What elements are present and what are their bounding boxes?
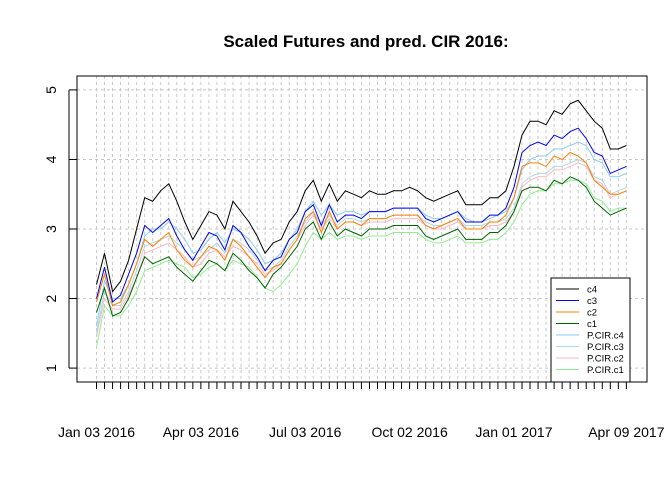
legend-label: c4 [587, 284, 597, 295]
y-tick-label: 2 [43, 294, 59, 302]
legend-label: c2 [587, 307, 597, 318]
y-tick-label: 1 [43, 364, 59, 372]
y-tick-label: 4 [43, 155, 59, 163]
x-tick-label: Jan 03 2016 [58, 424, 135, 440]
legend-label: P.CIR.c1 [587, 365, 624, 376]
x-tick-label: Jan 01 2017 [475, 424, 552, 440]
legend-label: c1 [587, 319, 597, 330]
series-line-c1 [96, 176, 627, 317]
y-axis: 1 2 3 4 5 [43, 86, 77, 372]
legend-box [550, 277, 631, 383]
x-tick-label: Jul 03 2016 [269, 424, 342, 440]
series-line-p-cir-c1 [96, 179, 627, 348]
legend-label: c3 [587, 296, 597, 307]
x-axis: Jan 03 2016 Apr 03 2016 Jul 03 2016 Oct 02 … [58, 381, 665, 440]
series-lines [96, 99, 627, 348]
legend-label: P.CIR.c2 [587, 353, 624, 364]
series-line-c2 [96, 151, 627, 307]
legend-label: P.CIR.c4 [587, 330, 624, 341]
series-line-p-cir-c4 [96, 141, 627, 327]
chart-title: Scaled Futures and pred. CIR 2016: [223, 32, 508, 51]
legend-label: P.CIR.c3 [587, 342, 624, 353]
x-tick-label: Apr 09 2017 [588, 424, 664, 440]
series-line-c4 [96, 99, 627, 293]
y-tick-label: 3 [43, 225, 59, 233]
x-tick-label: Oct 02 2016 [371, 424, 447, 440]
series-line-c3 [96, 127, 627, 303]
x-tick-label: Apr 03 2016 [163, 424, 239, 440]
y-tick-label: 5 [43, 86, 59, 94]
